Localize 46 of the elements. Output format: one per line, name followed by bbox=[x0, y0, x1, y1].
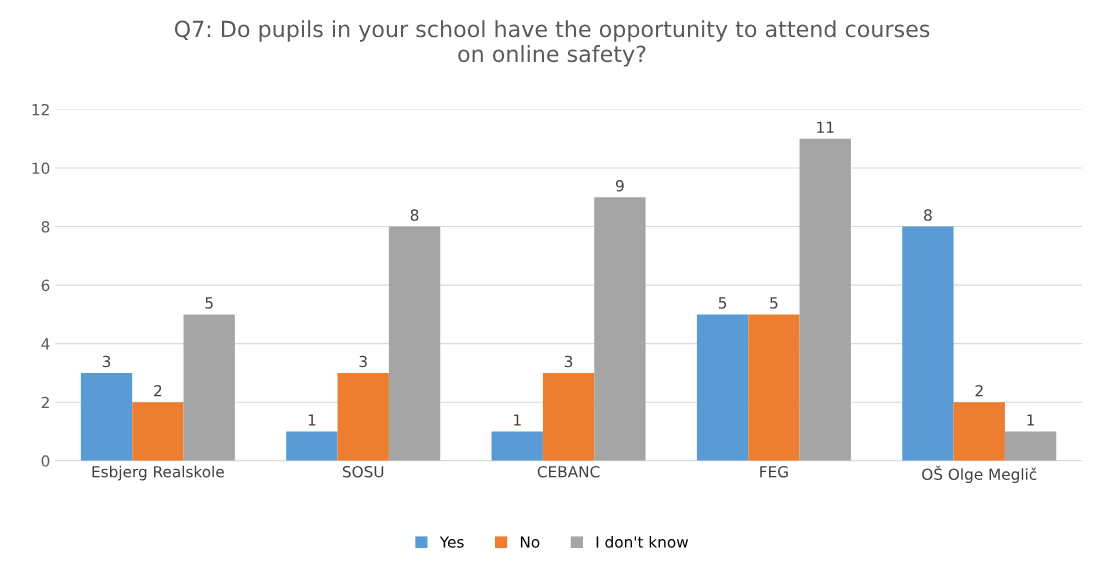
data-label: 2 bbox=[154, 384, 162, 397]
data-label: 1 bbox=[514, 414, 521, 426]
bar bbox=[183, 314, 235, 461]
bar bbox=[799, 138, 851, 461]
legend-label: Yes bbox=[439, 536, 464, 548]
bar bbox=[286, 431, 338, 461]
y-tick-label: 12 bbox=[32, 103, 49, 116]
bar bbox=[696, 314, 749, 461]
y-tick-label: 2 bbox=[41, 396, 49, 409]
bar bbox=[953, 402, 1005, 461]
bar bbox=[337, 372, 389, 461]
y-tick-label: 6 bbox=[41, 279, 50, 292]
data-label: 5 bbox=[718, 297, 727, 309]
bar bbox=[132, 402, 184, 461]
bar bbox=[594, 197, 646, 461]
data-label: 3 bbox=[359, 355, 367, 368]
x-tick-label: Esbjerg Realskole bbox=[92, 465, 224, 481]
y-tick-label: 4 bbox=[41, 338, 50, 350]
data-label: 1 bbox=[308, 414, 316, 426]
x-tick-label: SOSU bbox=[342, 465, 384, 478]
bar bbox=[542, 372, 595, 461]
legend-label: I don't know bbox=[596, 535, 689, 548]
data-label: 3 bbox=[102, 355, 111, 368]
data-label: 2 bbox=[975, 384, 983, 397]
y-tick-label: 8 bbox=[41, 221, 50, 233]
legend-label: No bbox=[520, 536, 540, 548]
x-tick-label: FEG bbox=[760, 465, 788, 478]
bar bbox=[388, 226, 441, 461]
y-tick-label: 10 bbox=[32, 162, 50, 175]
bar bbox=[902, 226, 954, 461]
bar bbox=[80, 372, 133, 461]
bar bbox=[491, 431, 543, 461]
data-label: 5 bbox=[205, 297, 213, 309]
bar bbox=[748, 314, 800, 461]
y-tick-label: 0 bbox=[41, 455, 50, 467]
data-label: 8 bbox=[410, 209, 419, 221]
x-tick-label: OŠ Olge Meglič bbox=[922, 465, 1037, 483]
data-label: 9 bbox=[616, 179, 624, 192]
data-label: 1 bbox=[1027, 414, 1035, 426]
data-label: 11 bbox=[817, 121, 834, 133]
bar bbox=[1004, 431, 1057, 461]
data-label: 3 bbox=[564, 355, 573, 368]
data-label: 5 bbox=[770, 297, 778, 309]
data-label: 8 bbox=[924, 209, 932, 221]
x-tick-label: CEBANC bbox=[537, 465, 600, 478]
chart-title: Q7: Do pupils in your school have the opportunity to attend courses on online safety? bbox=[174, 20, 930, 67]
